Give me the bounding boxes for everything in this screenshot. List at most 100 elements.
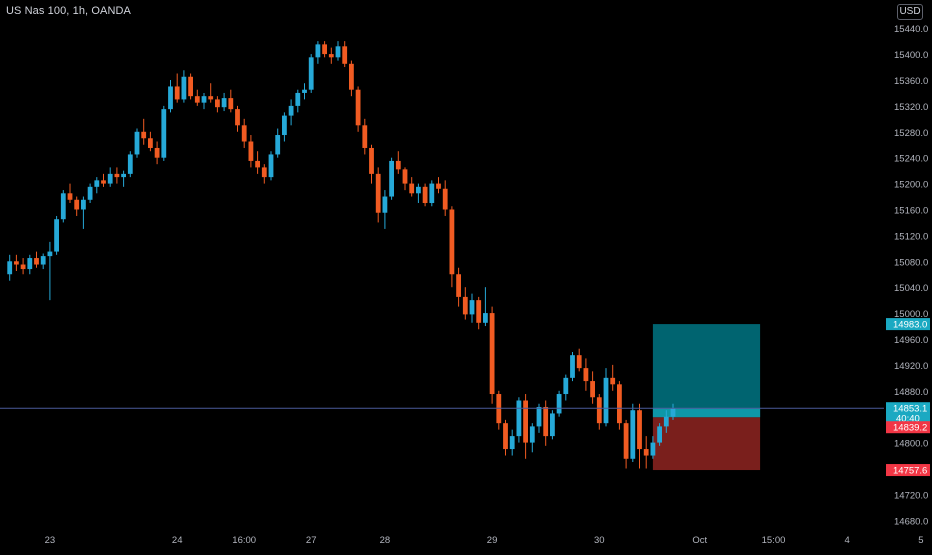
candle-body xyxy=(154,147,160,158)
candle-body xyxy=(456,274,461,297)
entry-price-tag xyxy=(886,421,930,434)
candle-body xyxy=(637,410,642,450)
candle-body xyxy=(235,109,240,126)
candle-body xyxy=(148,138,153,148)
candle-body xyxy=(268,154,274,178)
candle-body xyxy=(436,183,441,189)
y-tick-label: 14880.0 xyxy=(894,387,928,398)
y-tick-label: 14680.0 xyxy=(894,516,928,527)
y-tick-label: 15320.0 xyxy=(894,102,928,113)
candle-body xyxy=(107,173,113,184)
candle-body xyxy=(570,355,575,378)
candle-body xyxy=(194,96,200,103)
candle-body xyxy=(295,92,301,106)
candle-body xyxy=(610,377,616,385)
x-tick-label: 15:00 xyxy=(762,535,786,546)
candle-body xyxy=(315,44,321,58)
candle-body xyxy=(536,406,542,427)
candle-body xyxy=(288,105,294,116)
x-tick-label: 27 xyxy=(306,535,317,546)
y-tick-label: 15000.0 xyxy=(894,309,928,320)
candle-body xyxy=(248,141,254,161)
candle-body xyxy=(543,406,549,437)
y-tick-label: 14920.0 xyxy=(894,361,928,372)
y-tick-label: 15440.0 xyxy=(894,24,928,35)
candle-body xyxy=(630,410,636,459)
candle-body xyxy=(241,125,247,142)
candle-body xyxy=(134,131,140,155)
position-zones xyxy=(652,324,761,471)
candle-body xyxy=(342,46,348,64)
candle-body xyxy=(141,131,147,139)
target-price-tag xyxy=(886,318,930,331)
candle-body xyxy=(101,180,106,184)
candle-body xyxy=(623,423,629,459)
candle-body xyxy=(529,426,535,443)
candle-body xyxy=(590,381,595,398)
candle-body xyxy=(34,258,39,265)
candle-body xyxy=(643,449,649,456)
candle-body xyxy=(215,99,220,108)
x-tick-label: 29 xyxy=(487,535,498,546)
candle-body xyxy=(40,256,46,265)
candle-body xyxy=(47,251,53,257)
candle-body xyxy=(503,423,508,450)
y-tick-label: 14960.0 xyxy=(894,335,928,346)
entry-band xyxy=(652,408,761,418)
candle-body xyxy=(355,89,361,126)
entry-price-label: 14839.2 xyxy=(893,423,927,434)
candle-body xyxy=(449,209,455,275)
candle-body xyxy=(261,167,267,178)
candle-body xyxy=(328,54,334,58)
candle-body xyxy=(27,258,33,270)
y-tick-label: 14720.0 xyxy=(894,490,928,501)
candle-body xyxy=(74,199,80,210)
y-tick-label: 15040.0 xyxy=(894,283,928,294)
y-tick-label: 15200.0 xyxy=(894,180,928,191)
candle-body xyxy=(94,180,100,187)
candle-body xyxy=(663,416,669,427)
y-tick-label: 15280.0 xyxy=(894,128,928,139)
price-axis[interactable]: 14680.014720.014760.014800.014840.014880… xyxy=(894,24,928,527)
candle-body xyxy=(322,44,327,55)
candle-body xyxy=(516,400,522,437)
candle-body xyxy=(54,219,59,252)
time-axis[interactable]: 23 24 16:00 27 28 29 30 Oct 15:00 4 5 xyxy=(45,535,924,546)
current-price-tag xyxy=(886,402,930,425)
x-tick-label: 4 xyxy=(845,535,850,546)
candle-body xyxy=(563,377,569,395)
candle-body xyxy=(14,261,19,265)
candle-body xyxy=(402,169,408,184)
candle-body xyxy=(442,188,448,210)
candle-body xyxy=(550,413,555,437)
candle-body xyxy=(161,109,167,158)
candle-body xyxy=(255,160,260,168)
candle-body xyxy=(462,296,468,315)
candle-body xyxy=(67,193,73,200)
candle-body xyxy=(375,173,381,213)
candle-body xyxy=(127,154,133,174)
candle-body xyxy=(228,98,234,110)
candle-body xyxy=(181,76,187,100)
candle-body xyxy=(369,147,374,174)
y-tick-label: 15240.0 xyxy=(894,154,928,165)
y-tick-label: 15120.0 xyxy=(894,231,928,242)
target-zone xyxy=(652,324,761,418)
stop-price-tag xyxy=(886,464,930,477)
candle-body xyxy=(60,193,66,220)
candle-body xyxy=(335,46,341,58)
candle-body xyxy=(349,63,354,90)
currency-button[interactable]: USD xyxy=(897,4,923,20)
candle-body xyxy=(576,355,582,369)
candle-body xyxy=(617,384,622,424)
x-tick-label: 5 xyxy=(918,535,923,546)
candle-body xyxy=(382,196,388,213)
candle-body xyxy=(483,313,488,323)
candle-body xyxy=(168,86,173,110)
candle-body xyxy=(509,436,515,450)
candle-body xyxy=(489,313,495,395)
x-tick-label: 16:00 xyxy=(232,535,256,546)
candle-body xyxy=(422,186,428,204)
